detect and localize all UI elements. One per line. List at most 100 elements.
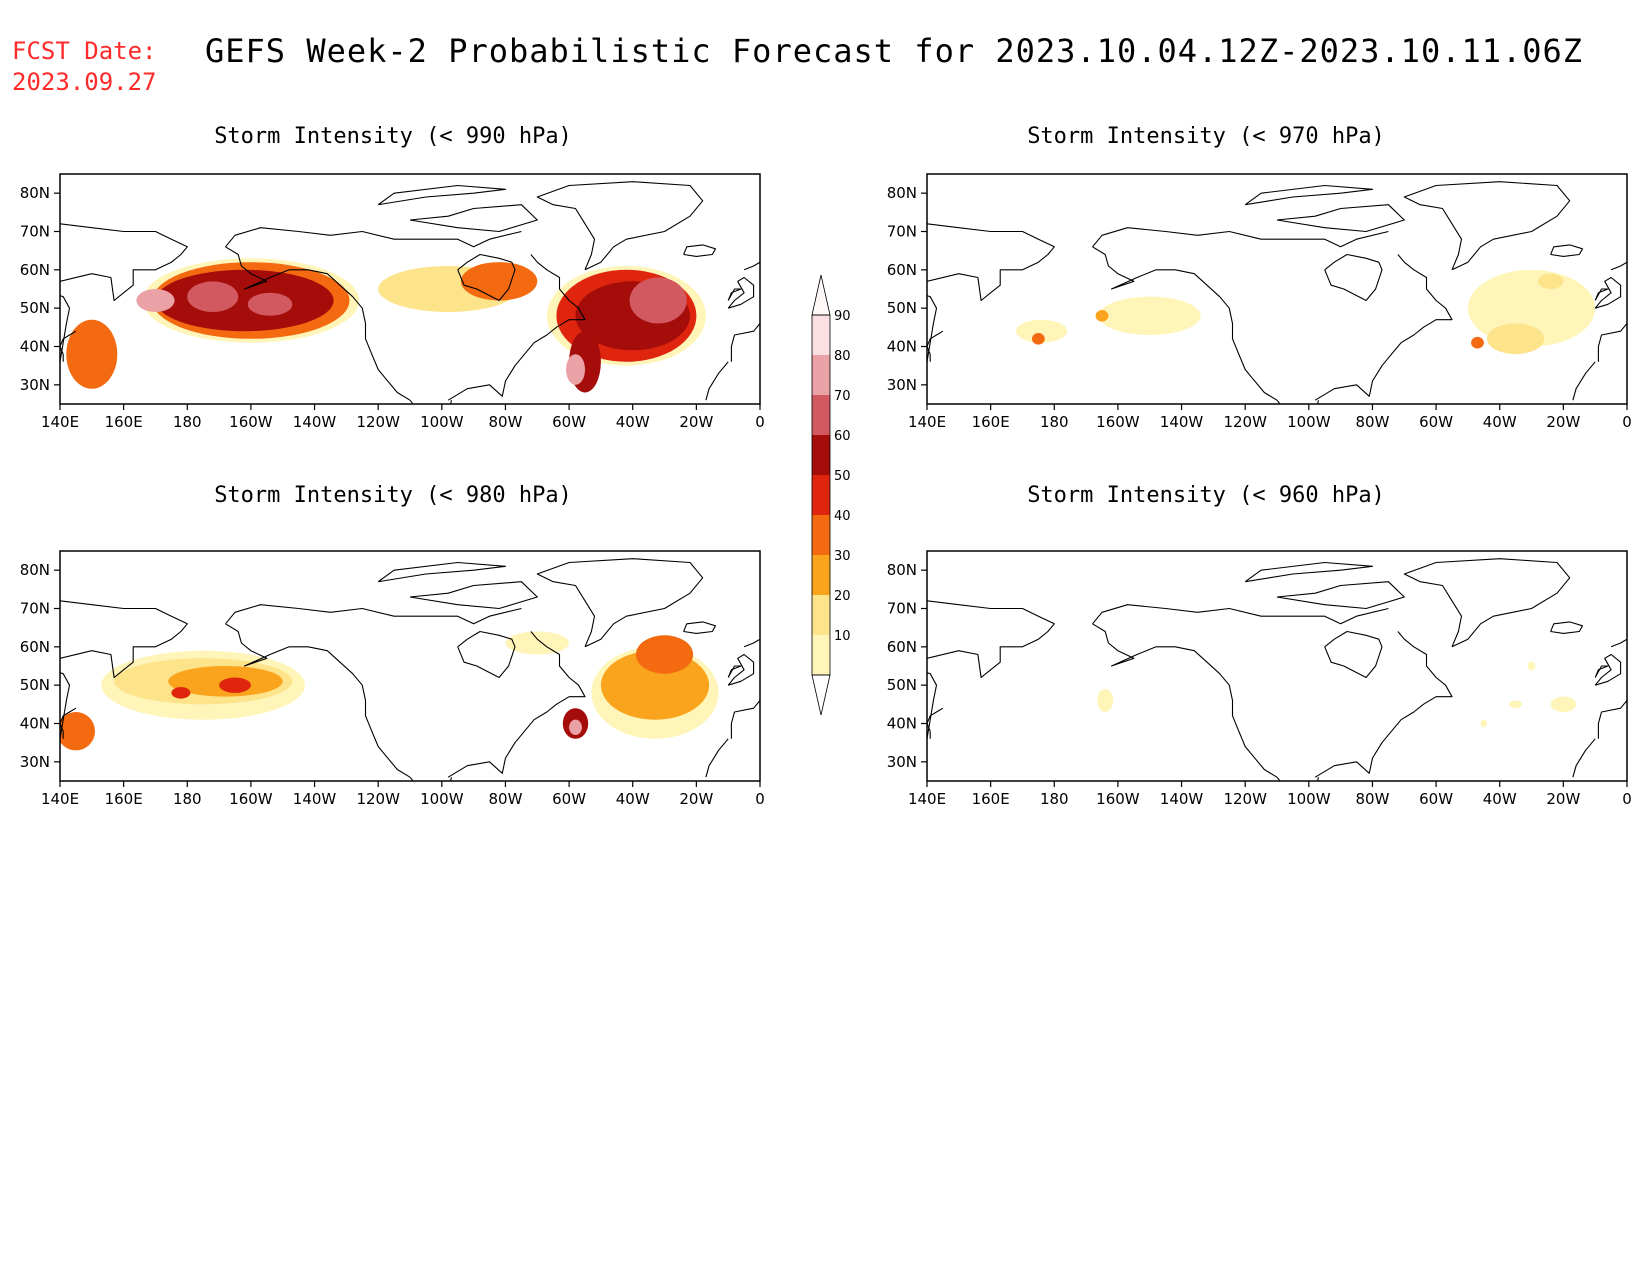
lat-label: 40N <box>887 338 917 356</box>
coastline-10 <box>1244 184 1374 206</box>
lat-label: 40N <box>20 338 50 356</box>
lon-label: 40W <box>616 413 650 431</box>
lat-label: 30N <box>887 376 917 394</box>
lat-label: 70N <box>887 600 917 618</box>
lon-label: 120W <box>356 413 400 431</box>
colorbar-frame <box>811 314 831 676</box>
lat-label: 30N <box>887 753 917 771</box>
lon-label: 160E <box>972 790 1010 808</box>
colorbar-swatch <box>812 395 830 435</box>
lon-label: 160W <box>229 413 273 431</box>
coastline-7 <box>536 181 704 271</box>
lon-label: 60W <box>552 790 586 808</box>
lat-label: 70N <box>20 223 50 241</box>
probability-area-4 <box>247 292 293 316</box>
probability-area-3 <box>1527 661 1536 671</box>
lon-label: 160E <box>105 790 143 808</box>
panel-title-960: Storm Intensity (< 960 hPa) <box>1027 483 1385 508</box>
coastline-14 <box>743 638 760 648</box>
coastline-10 <box>377 184 507 206</box>
coastline-15 <box>705 738 729 778</box>
probability-area-8 <box>635 635 694 674</box>
lat-label: 50N <box>887 299 917 317</box>
map-panel-990: 140E 160E 180 160W 140W 120W 100W 80W 60W 40W 20W 0… <box>20 173 765 431</box>
lon-label: 80W <box>1355 413 1389 431</box>
lat-label: 30N <box>20 376 50 394</box>
coastline-3 <box>225 604 522 625</box>
coastline-10 <box>1244 561 1374 583</box>
probability-area-0 <box>1097 689 1114 712</box>
colorbar-swatch <box>812 435 830 475</box>
lon-label: 180 <box>1040 790 1069 808</box>
coastline-15 <box>1572 361 1596 401</box>
map-frame <box>59 173 761 405</box>
coastline-2 <box>1092 623 1278 778</box>
colorbar-swatch <box>812 635 830 675</box>
colorbar-top-arrow <box>811 274 831 316</box>
lon-label: 160W <box>1096 413 1140 431</box>
colorbar-label: 10 <box>834 629 851 644</box>
coastline-0 <box>927 223 1055 362</box>
lon-label: 140E <box>908 413 946 431</box>
probability-area-3 <box>1032 333 1045 345</box>
lon-label: 100W <box>420 413 464 431</box>
lat-label: 40N <box>887 715 917 733</box>
lon-label: 180 <box>1040 413 1069 431</box>
probability-area-3 <box>187 281 239 312</box>
map-frame <box>926 550 1628 782</box>
lat-label: 30N <box>20 753 50 771</box>
lon-label: 160E <box>105 413 143 431</box>
probability-area-0 <box>1098 296 1201 335</box>
lat-label: 80N <box>887 561 917 579</box>
colorbar-label: 20 <box>834 589 851 604</box>
coastline-14 <box>743 261 760 271</box>
coastline-7 <box>536 558 704 648</box>
lon-label: 100W <box>1287 413 1331 431</box>
coastline-1 <box>927 707 944 739</box>
coastline-5 <box>447 254 586 401</box>
coastline-5 <box>1314 631 1453 778</box>
lat-label: 60N <box>20 261 50 279</box>
probability-area-2 <box>1509 700 1522 709</box>
lon-label: 140E <box>41 413 79 431</box>
coastline-1 <box>60 707 77 739</box>
lon-label: 140E <box>41 790 79 808</box>
lat-label: 40N <box>20 715 50 733</box>
coastline-11 <box>1594 653 1622 686</box>
lon-label: 140W <box>293 413 337 431</box>
lon-label: 180 <box>173 413 202 431</box>
lon-label: 0 <box>755 790 765 808</box>
lon-label: 0 <box>1622 790 1632 808</box>
lon-label: 0 <box>755 413 765 431</box>
lon-label: 40W <box>1483 790 1517 808</box>
probability-area-1 <box>1550 696 1577 712</box>
probability-area-5 <box>60 712 95 751</box>
colorbar-label: 70 <box>834 389 851 404</box>
coastline-13 <box>1597 323 1627 362</box>
lat-label: 80N <box>20 561 50 579</box>
probability-area-1 <box>1016 319 1067 343</box>
probability-area-6 <box>1471 336 1484 349</box>
colorbar-label: 90 <box>834 309 851 324</box>
colorbar-swatch <box>812 355 830 395</box>
coastline-15 <box>705 361 729 401</box>
probability-area-10 <box>569 719 582 735</box>
coastline-12 <box>727 665 742 678</box>
coastline-8 <box>683 621 717 634</box>
coastline-9 <box>1276 204 1405 233</box>
lon-label: 180 <box>173 790 202 808</box>
lon-label: 120W <box>1223 413 1267 431</box>
coastline-3 <box>1092 604 1389 625</box>
lon-label: 100W <box>420 790 464 808</box>
coastline-3 <box>1092 227 1389 248</box>
coastline-14 <box>1610 261 1627 271</box>
colorbar-label: 60 <box>834 429 851 444</box>
lon-label: 20W <box>679 790 713 808</box>
coastline-4 <box>457 630 516 679</box>
coastline-9 <box>409 581 538 610</box>
colorbar-swatch <box>812 515 830 555</box>
coastline-9 <box>1276 581 1405 610</box>
colorbar-label: 30 <box>834 549 851 564</box>
lon-label: 140W <box>293 790 337 808</box>
colorbar-swatch <box>812 595 830 635</box>
